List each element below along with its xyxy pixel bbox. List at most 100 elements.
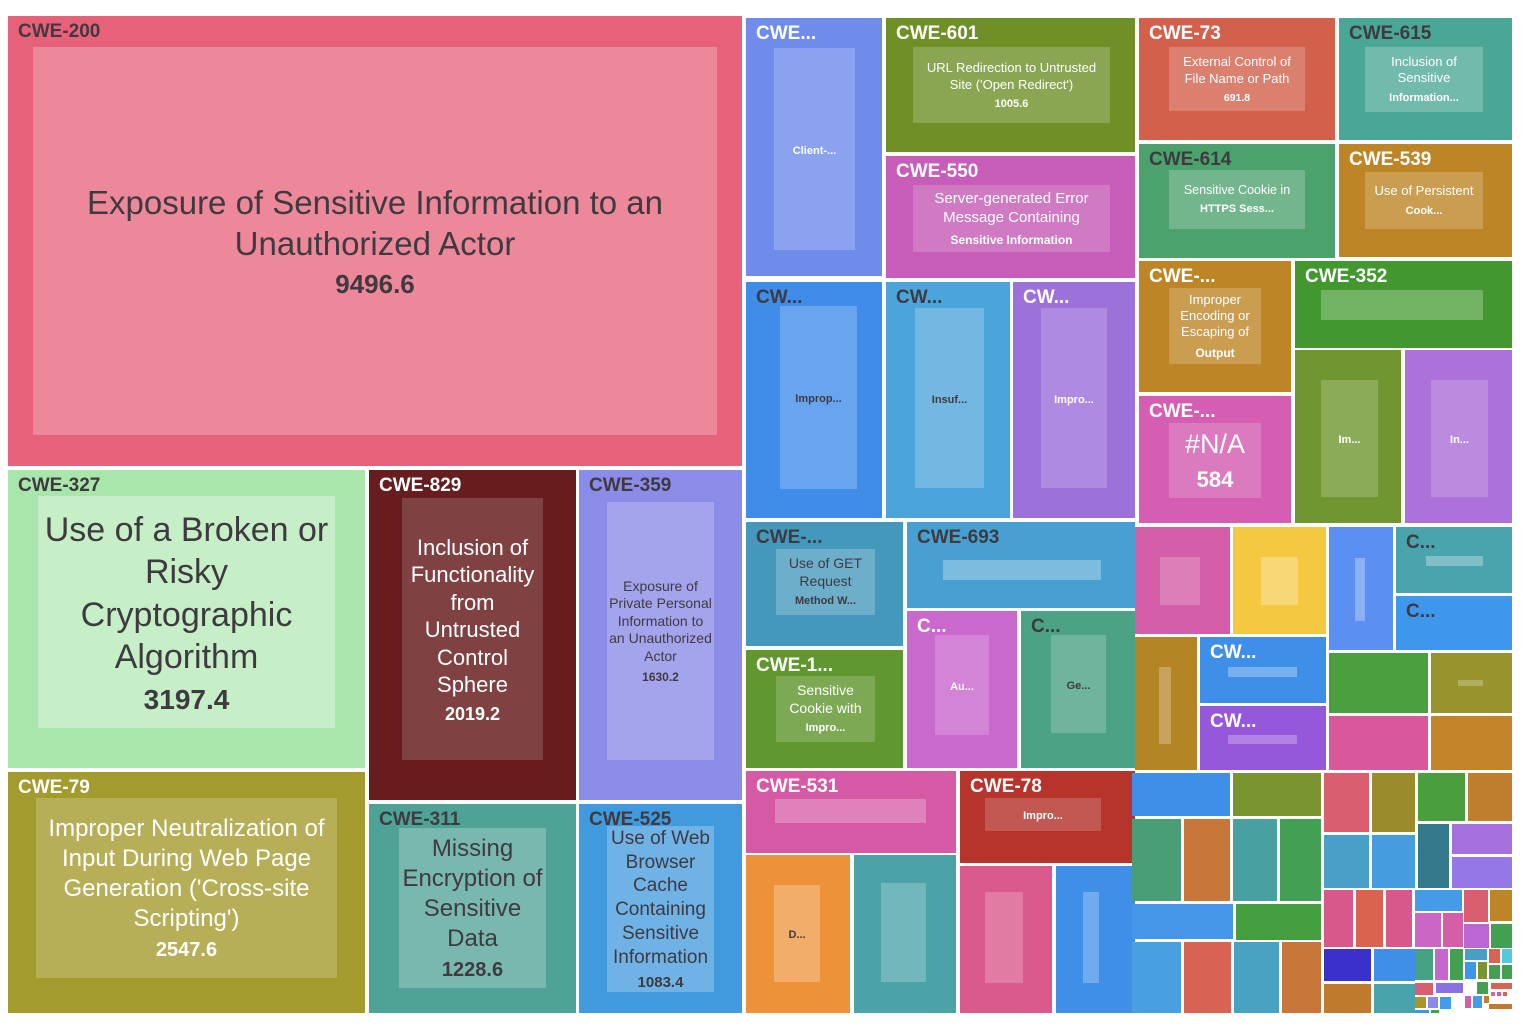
treemap-cell[interactable] — [1132, 904, 1233, 939]
treemap-cell[interactable] — [1435, 949, 1448, 980]
treemap-cell[interactable] — [1386, 890, 1412, 947]
treemap-cell-cwe-359[interactable]: CWE-359 Exposure of Private Personal Info… — [579, 470, 742, 800]
treemap-cell-cwe[interactable]: CWE-... Use of GET Request Method W... — [746, 522, 903, 646]
treemap-cell[interactable] — [1324, 890, 1353, 947]
treemap-cell[interactable] — [1282, 942, 1321, 1013]
treemap-cell-cwe-615[interactable]: CWE-615 Inclusion of Sensitive Information… — [1339, 18, 1512, 140]
treemap-cell-cw[interactable]: CW... — [1200, 637, 1326, 703]
treemap-cell[interactable] — [1233, 773, 1321, 816]
treemap-cell[interactable] — [1415, 1010, 1429, 1013]
treemap-cell[interactable] — [960, 866, 1052, 1013]
treemap-cell[interactable] — [1502, 965, 1512, 979]
treemap-cell-cwe[interactable]: CWE... Client-... — [746, 18, 882, 276]
treemap-cell[interactable] — [1324, 984, 1371, 1013]
treemap-cell[interactable] — [1324, 773, 1369, 832]
treemap-cell[interactable] — [1465, 996, 1471, 1008]
treemap-cell[interactable] — [1436, 983, 1463, 993]
treemap-cell[interactable] — [1431, 653, 1512, 713]
treemap-cell[interactable] — [1418, 824, 1449, 888]
treemap-cell[interactable] — [1465, 962, 1476, 979]
treemap-cell-cwe-614[interactable]: CWE-614 Sensitive Cookie in HTTPS Sess... — [1139, 144, 1335, 258]
treemap-cell-cwe-829[interactable]: CWE-829 Inclusion of Functionality from U… — [369, 470, 576, 800]
treemap-cell[interactable] — [1464, 890, 1488, 922]
treemap-cell[interactable] — [854, 855, 956, 1013]
treemap-cell[interactable] — [1484, 996, 1489, 1003]
treemap-cell[interactable] — [1489, 949, 1500, 963]
treemap-cell-cwe-73[interactable]: CWE-73 External Control of File Name or P… — [1139, 18, 1335, 140]
treemap-cell[interactable] — [1491, 983, 1512, 989]
treemap-cell-cw[interactable]: CW... Insuf... — [886, 282, 1010, 518]
treemap-cell-cw[interactable]: CW... — [1200, 706, 1326, 770]
treemap-cell[interactable] — [1280, 819, 1321, 901]
treemap-cell[interactable] — [1490, 890, 1512, 921]
treemap-cell-cwe-693[interactable]: CWE-693 — [907, 522, 1135, 608]
treemap-cell-cwe-601[interactable]: CWE-601 URL Redirection to Untrusted Site… — [886, 18, 1135, 152]
treemap-cell-cwe-531[interactable]: CWE-531 — [746, 771, 956, 853]
treemap-cell[interactable] — [1372, 835, 1415, 888]
treemap-cell[interactable] — [1418, 773, 1465, 821]
treemap-cell-cwe-78[interactable]: CWE-78 Impro... — [960, 771, 1135, 863]
treemap-cell[interactable] — [1497, 992, 1501, 996]
treemap-cell[interactable] — [1464, 924, 1489, 948]
treemap-cell-cwe-79[interactable]: CWE-79 Improper Neutralization of Input D… — [8, 772, 365, 1013]
treemap-cell[interactable] — [1477, 982, 1488, 994]
treemap-cell-cwe-352[interactable]: CWE-352 — [1295, 261, 1512, 348]
treemap-cell[interactable] — [1372, 773, 1415, 832]
treemap-cell[interactable] — [1431, 1010, 1439, 1013]
treemap-cell[interactable] — [1443, 913, 1463, 947]
treemap-cell[interactable] — [1489, 965, 1500, 979]
treemap-cell-cw[interactable]: CW... Impro... — [1013, 282, 1135, 518]
treemap-cell[interactable] — [1056, 866, 1135, 1013]
treemap-cell-c[interactable]: C... Ge... — [1021, 611, 1135, 768]
treemap-cell-c[interactable]: C... — [1396, 596, 1512, 650]
treemap-cell[interactable] — [1135, 637, 1197, 770]
treemap-cell[interactable] — [1478, 962, 1487, 979]
treemap-cell[interactable] — [1324, 949, 1371, 981]
treemap-cell[interactable] — [1502, 949, 1512, 963]
treemap-cell[interactable] — [1415, 890, 1462, 911]
treemap-cell[interactable] — [1374, 949, 1415, 981]
treemap-cell[interactable] — [1452, 824, 1512, 854]
treemap-cell-cwe-327[interactable]: CWE-327 Use of a Broken or Risky Cryptogr… — [8, 470, 365, 768]
treemap-cell[interactable] — [1473, 996, 1482, 1008]
treemap-cell-cwe-311[interactable]: CWE-311 Missing Encryption of Sensitive D… — [369, 804, 576, 1013]
treemap-cell-cwe-539[interactable]: CWE-539 Use of Persistent Cook... — [1339, 144, 1512, 257]
treemap-cell[interactable] — [1324, 835, 1369, 888]
treemap-cell[interactable] — [1233, 527, 1326, 634]
treemap-cell[interactable] — [1452, 857, 1512, 888]
treemap-cell[interactable] — [1415, 949, 1433, 980]
treemap-cell[interactable] — [1428, 997, 1438, 1008]
treemap-cell-cwe-200[interactable]: CWE-200 Exposure of Sensitive Information… — [8, 16, 742, 466]
treemap-cell[interactable] — [1415, 913, 1441, 947]
treemap-cell[interactable] — [1234, 942, 1279, 1013]
treemap-cell[interactable] — [1233, 819, 1277, 901]
treemap-cell[interactable]: Im... — [1295, 350, 1401, 523]
treemap-cell[interactable] — [1132, 942, 1181, 1013]
treemap-cell[interactable] — [1374, 984, 1415, 1013]
treemap-cell[interactable] — [1465, 949, 1487, 960]
treemap-cell[interactable] — [1329, 653, 1428, 713]
treemap-cell[interactable] — [1132, 819, 1181, 901]
treemap-cell[interactable] — [1132, 773, 1230, 816]
treemap-cell[interactable] — [1329, 527, 1393, 650]
treemap-cell[interactable]: D... — [746, 855, 850, 1013]
treemap-cell[interactable] — [1415, 983, 1433, 995]
treemap-cell[interactable] — [1236, 904, 1321, 940]
treemap-cell[interactable] — [1135, 527, 1230, 634]
treemap-cell[interactable] — [1489, 1004, 1512, 1009]
treemap-cell-cwe-1[interactable]: CWE-1... Sensitive Cookie with Impro... — [746, 650, 903, 768]
treemap-cell[interactable] — [1440, 997, 1451, 1009]
treemap-cell[interactable] — [1329, 716, 1428, 770]
treemap-cell[interactable] — [1184, 942, 1231, 1013]
treemap-cell[interactable]: In... — [1405, 350, 1512, 523]
treemap-cell[interactable] — [1491, 924, 1512, 948]
treemap-cell[interactable] — [1431, 716, 1512, 770]
treemap-cell[interactable] — [1184, 819, 1230, 901]
treemap-cell-cwe[interactable]: CWE-... #N/A 584 — [1139, 396, 1291, 523]
treemap-cell[interactable] — [1468, 773, 1512, 821]
treemap-cell-cw[interactable]: CW... Improp... — [746, 282, 882, 518]
treemap-cell-c[interactable]: C... — [1396, 527, 1512, 593]
treemap-cell[interactable] — [1356, 890, 1383, 947]
treemap-cell-cwe[interactable]: CWE-... Improper Encoding or Escaping of O… — [1139, 261, 1291, 392]
treemap-cell[interactable] — [1503, 992, 1507, 996]
